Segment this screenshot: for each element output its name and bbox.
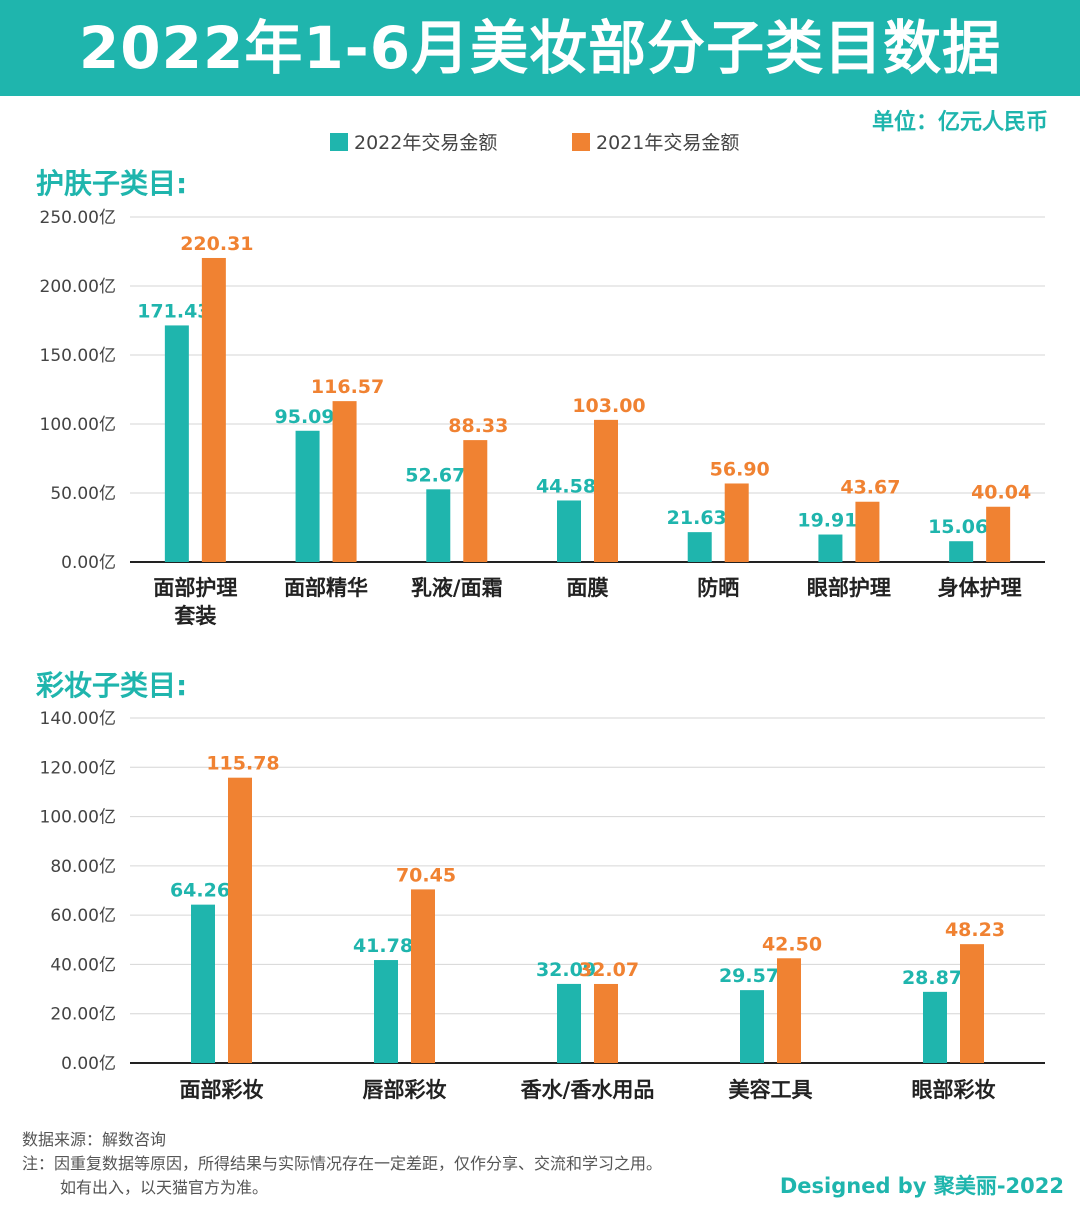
y-tick-label: 50.00亿 xyxy=(50,484,116,504)
data-label: 32.07 xyxy=(579,959,639,981)
data-label: 40.04 xyxy=(971,482,1031,504)
legend-swatch-2021 xyxy=(572,132,590,151)
y-tick-label: 200.00亿 xyxy=(40,277,116,297)
bar xyxy=(164,325,189,562)
skincare-chart: 0.00亿 50.00亿 100.00亿 150.00亿 200.00亿 250.00亿 1… xyxy=(40,208,1045,628)
legend-item-2022: 2022年交易金额 xyxy=(330,128,497,155)
data-label: 42.50 xyxy=(762,933,822,955)
y-tick-label: 100.00亿 xyxy=(40,808,116,828)
data-label: 220.31 xyxy=(180,233,253,255)
y-tick-label: 80.00亿 xyxy=(50,857,116,877)
bar xyxy=(777,958,801,1063)
category-label: 面部精华 xyxy=(284,576,368,600)
title-bar xyxy=(0,0,1080,96)
legend-label-2021: 2021年交易金额 xyxy=(596,132,740,154)
data-label: 56.90 xyxy=(710,458,770,480)
y-tick-label: 140.00亿 xyxy=(40,709,116,729)
data-label: 88.33 xyxy=(448,415,508,437)
footer-source: 数据来源：解数咨询 xyxy=(22,1130,167,1149)
category-label: 美容工具 xyxy=(729,1078,813,1102)
bar xyxy=(949,541,974,562)
category-label: 眼部彩妆 xyxy=(912,1078,996,1102)
y-tick-label: 40.00亿 xyxy=(50,955,116,975)
data-label: 19.91 xyxy=(797,510,857,532)
category-label: 乳液/面霜 xyxy=(411,576,503,600)
category-label: 面膜 xyxy=(567,576,609,600)
data-label: 116.57 xyxy=(311,376,384,398)
bar xyxy=(818,534,843,562)
bar xyxy=(960,944,984,1063)
y-tick-label: 0.00亿 xyxy=(61,1054,116,1074)
data-label: 43.67 xyxy=(840,477,900,499)
data-label: 32.09 xyxy=(536,959,596,981)
category-label: 唇部彩妆 xyxy=(363,1078,447,1102)
bar xyxy=(191,904,215,1063)
data-label: 171.43 xyxy=(137,300,210,322)
data-label: 64.26 xyxy=(170,880,230,902)
unit-label: 单位：亿元人民币 xyxy=(871,110,1048,135)
bar xyxy=(557,983,581,1063)
data-label: 41.78 xyxy=(353,935,413,957)
category-label: 面部彩妆 xyxy=(180,1078,264,1102)
data-label: 21.63 xyxy=(667,507,727,529)
category-label: 套装 xyxy=(174,604,216,628)
bar xyxy=(986,506,1011,562)
designer-credit: Designed by 聚美丽-2022 xyxy=(779,1174,1064,1198)
bar xyxy=(557,500,581,562)
data-label: 70.45 xyxy=(396,864,456,886)
bar xyxy=(594,983,618,1063)
footer-note-2: 如有出入，以天猫官方为准。 xyxy=(60,1178,269,1197)
y-tick-label: 20.00亿 xyxy=(50,1005,116,1025)
data-label: 95.09 xyxy=(275,406,335,428)
y-tick-label: 150.00亿 xyxy=(40,346,116,366)
footer-note-1: 注：因重复数据等原因，所得结果与实际情况存在一定差距，仅作分享、交流和学习之用。 xyxy=(22,1154,663,1173)
category-label: 面部护理 xyxy=(153,576,237,600)
data-label: 44.58 xyxy=(536,475,596,497)
bar xyxy=(463,440,488,562)
data-label: 15.06 xyxy=(928,516,988,538)
y-tick-label: 60.00亿 xyxy=(50,906,116,926)
bar xyxy=(923,991,947,1063)
bar xyxy=(201,257,226,562)
legend-item-2021: 2021年交易金额 xyxy=(572,128,739,155)
bar xyxy=(411,889,435,1063)
page-title: 2022年1-6月美妆部分子类目数据 xyxy=(78,14,1002,82)
data-label: 103.00 xyxy=(572,395,645,417)
data-label: 48.23 xyxy=(945,919,1005,941)
bar xyxy=(687,532,712,562)
data-label: 28.87 xyxy=(902,967,962,989)
makeup-section-title: 彩妆子类目: xyxy=(36,669,188,702)
data-label: 52.67 xyxy=(405,464,465,486)
legend: 2022年交易金额 2021年交易金额 xyxy=(0,128,1080,158)
bar xyxy=(594,419,618,562)
data-label: 29.57 xyxy=(719,965,779,987)
category-label: 身体护理 xyxy=(938,576,1022,600)
y-tick-label: 250.00亿 xyxy=(40,208,116,228)
skincare-section-title: 护肤子类目: xyxy=(36,167,188,200)
data-label: 115.78 xyxy=(206,753,279,775)
makeup-chart: 0.00亿 20.00亿 40.00亿 60.00亿 80.00亿 100.00亿 120.… xyxy=(40,709,1045,1102)
bar xyxy=(855,501,880,562)
y-tick-label: 0.00亿 xyxy=(61,553,116,573)
category-label: 眼部护理 xyxy=(807,576,891,600)
bar xyxy=(374,960,398,1063)
bar xyxy=(295,430,320,562)
y-tick-label: 100.00亿 xyxy=(40,415,116,435)
bar xyxy=(332,401,357,562)
category-label: 香水/香水用品 xyxy=(521,1078,655,1102)
bar xyxy=(740,990,764,1063)
bar xyxy=(724,483,749,562)
legend-swatch-2022 xyxy=(330,132,348,151)
bar xyxy=(228,777,252,1063)
category-label: 防晒 xyxy=(697,576,739,600)
y-tick-label: 120.00亿 xyxy=(40,758,116,778)
legend-label-2022: 2022年交易金额 xyxy=(354,132,498,154)
bar xyxy=(426,489,451,562)
